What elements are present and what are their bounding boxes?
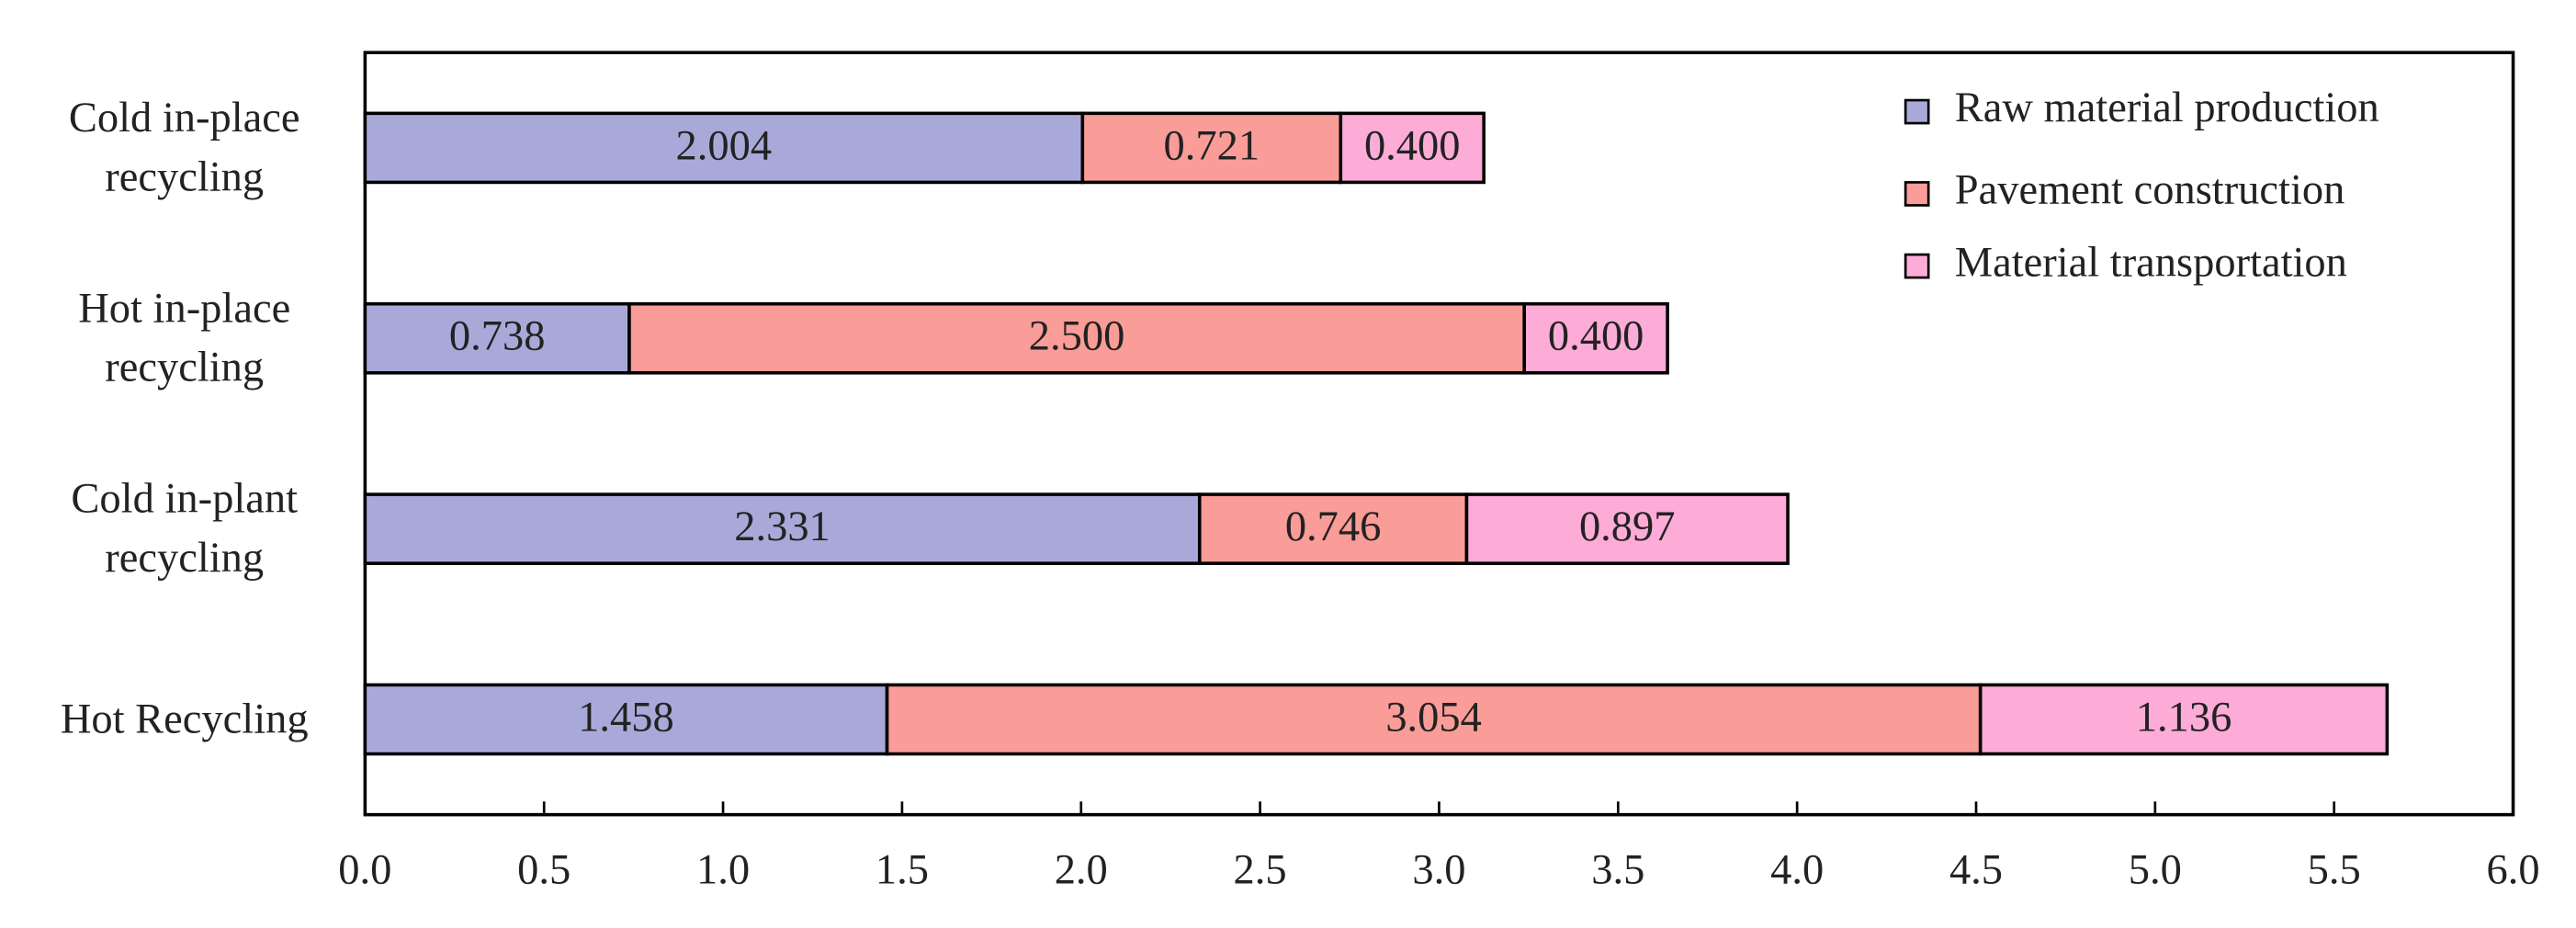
value-label: 0.746 — [1285, 504, 1382, 550]
x-tick-label: 0.5 — [517, 847, 571, 894]
y-tick-label: Hot in-place recycling — [78, 284, 291, 391]
y-tick-label: Cold in-place recycling — [68, 93, 300, 201]
value-label: 3.054 — [1385, 694, 1482, 741]
x-tick-label: 1.5 — [876, 847, 929, 894]
legend-label: Raw material production — [1955, 85, 2379, 131]
legend-swatch — [1904, 181, 1930, 207]
value-label: 1.458 — [578, 694, 674, 741]
bar-segment — [1522, 301, 1669, 375]
value-label: 0.400 — [1548, 313, 1644, 360]
bar-segment — [1978, 683, 2390, 756]
bar-segment — [1464, 492, 1790, 565]
legend-label: Material transportation — [1955, 239, 2347, 286]
x-tick-label: 2.0 — [1055, 847, 1108, 894]
bar-segment — [363, 683, 889, 756]
bar-segment — [1339, 111, 1486, 185]
x-tick-label: 3.5 — [1591, 847, 1644, 894]
bar-segment — [627, 301, 1526, 375]
category-label-box: Hot in-place recycling — [78, 284, 291, 391]
x-tick-label: 4.0 — [1770, 847, 1824, 894]
x-tick-label: 3.0 — [1412, 847, 1465, 894]
value-label: 2.004 — [676, 122, 773, 169]
value-label: 2.331 — [734, 504, 830, 550]
bar-segment — [363, 111, 1085, 185]
bar-segment — [363, 492, 1202, 565]
x-tick-label: 1.0 — [696, 847, 750, 894]
category-label-box: Hot Recycling — [60, 695, 309, 742]
value-label: 0.721 — [1164, 122, 1260, 169]
legend-label: Pavement construction — [1955, 167, 2345, 214]
category-label-box: Cold in-plant recycling — [71, 474, 299, 582]
value-label: 0.897 — [1579, 504, 1676, 550]
value-label: 2.500 — [1029, 313, 1125, 360]
x-tick-label: 2.5 — [1234, 847, 1287, 894]
bar-segment — [1080, 111, 1343, 185]
bar-segment — [1197, 492, 1469, 565]
x-tick-label: 4.5 — [1949, 847, 2003, 894]
bar-segment — [363, 301, 631, 375]
bar-segment — [885, 683, 1983, 756]
x-tick-label: 0.0 — [338, 847, 391, 894]
category-label-box: Cold in-place recycling — [68, 93, 300, 201]
legend-swatch — [1904, 98, 1930, 125]
legend-swatch — [1904, 253, 1930, 279]
value-label: 0.400 — [1364, 122, 1461, 169]
y-tick-label: Cold in-plant recycling — [71, 474, 299, 582]
value-label: 1.136 — [2136, 694, 2232, 741]
x-tick-label: 6.0 — [2487, 847, 2540, 894]
value-label: 0.738 — [449, 313, 546, 360]
x-tick-label: 5.0 — [2129, 847, 2182, 894]
x-tick-label: 5.5 — [2308, 847, 2361, 894]
y-tick-label: Hot Recycling — [60, 695, 309, 742]
